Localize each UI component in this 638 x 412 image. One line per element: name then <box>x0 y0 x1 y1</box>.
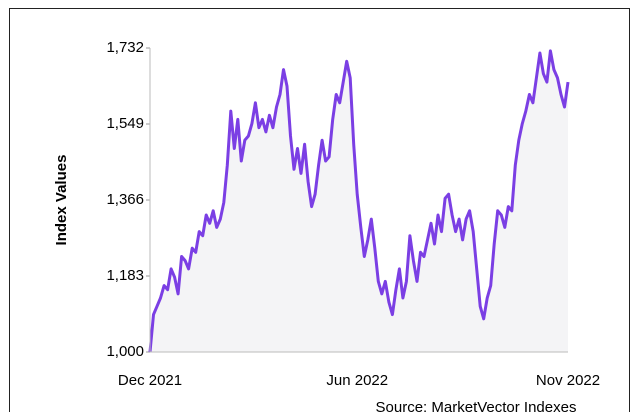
y-tick-label: 1,000 <box>106 343 144 360</box>
x-tick-label: Dec 2021 <box>118 372 182 389</box>
area <box>150 50 568 353</box>
chart-border <box>9 8 630 412</box>
source-note: Source: MarketVector Indexes <box>376 399 577 412</box>
y-tick-label: 1,183 <box>106 267 144 284</box>
y-tick-label: 1,732 <box>106 39 144 56</box>
x-tick-label: Jun 2022 <box>326 372 388 389</box>
y-tick-label: 1,549 <box>106 115 144 132</box>
y-tick-label: 1,366 <box>106 191 144 208</box>
x-tick-label: Nov 2022 <box>536 372 600 389</box>
line <box>148 49 570 353</box>
y-axis-label: Index Values <box>53 155 70 246</box>
